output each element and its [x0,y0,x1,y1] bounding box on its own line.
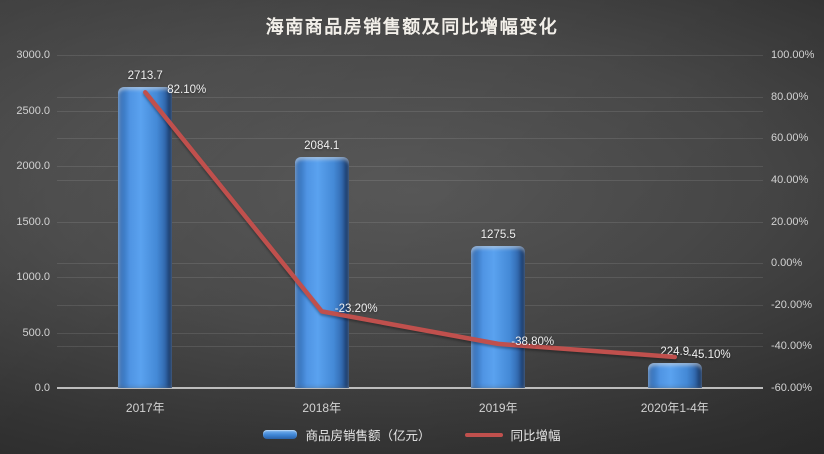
line-point-label: 82.10% [167,84,207,97]
y-axis-tick-label-right: -40.00% [771,340,812,353]
legend-item-growth: 同比增幅 [464,425,561,444]
gridline [57,55,763,56]
line-point-label: -38.80% [511,335,555,348]
x-axis-category-label: 2019年 [478,401,518,415]
bar [118,86,173,388]
y-axis-tick-label-left: 0.0 [34,382,50,394]
gridline [57,180,763,181]
gridline [57,346,763,347]
bar-value-label: 2084.1 [304,139,340,152]
gridline [57,277,763,278]
bar [294,156,349,388]
bar-series-marker-icon [263,430,298,439]
bar-value-label: 2713.7 [127,69,163,82]
x-axis-category-label: 2020年1-4年 [640,401,709,415]
legend-label-growth: 同比增幅 [510,429,561,443]
line-point-label: -23.20% [334,303,378,316]
gridline [57,305,763,306]
gridline [57,333,763,334]
bar-value-label: 1275.5 [480,229,516,242]
y-axis-tick-label-left: 500.0 [22,326,50,339]
chart-title: 海南商品房销售额及同比增幅变化 [265,17,559,37]
y-axis-tick-label-left: 1000.0 [16,271,50,283]
y-axis-tick-label-right: -20.00% [771,298,812,311]
x-axis-line [57,387,763,389]
gridline [57,263,763,264]
line-point-label: -45.10% [687,348,731,361]
line-series-marker-icon [464,432,503,437]
gridline [57,97,763,98]
gridline [57,138,763,139]
y-axis-tick-label-left: 2500.0 [16,104,50,117]
trend-line [143,90,678,360]
gridline [57,111,763,112]
y-axis-tick-label-right: 0.00% [771,257,803,270]
y-axis-tick-label-left: 3000.0 [16,49,50,61]
gridline [57,222,763,223]
legend-item-sales: 商品房销售额（亿元） [263,425,431,444]
bar [471,246,526,388]
x-axis-category-label: 2018年 [302,401,342,415]
legend: 商品房销售额（亿元） 同比增幅 [0,425,824,444]
legend-label-sales: 商品房销售额（亿元） [305,429,431,443]
x-axis-category-label: 2017年 [125,401,165,415]
y-axis-tick-label-right: 20.00% [771,215,809,228]
bar [647,363,702,388]
y-axis-tick-label-left: 2000.0 [16,160,50,172]
y-axis-tick-label-right: -60.00% [771,382,812,394]
y-axis-tick-label-right: 40.00% [771,173,809,186]
y-axis-tick-label-right: 60.00% [771,132,809,145]
y-axis-tick-label-right: 100.00% [771,49,815,61]
y-axis-tick-label-left: 1500.0 [16,215,50,228]
gridline [57,166,763,167]
y-axis-tick-label-right: 80.00% [771,90,809,103]
